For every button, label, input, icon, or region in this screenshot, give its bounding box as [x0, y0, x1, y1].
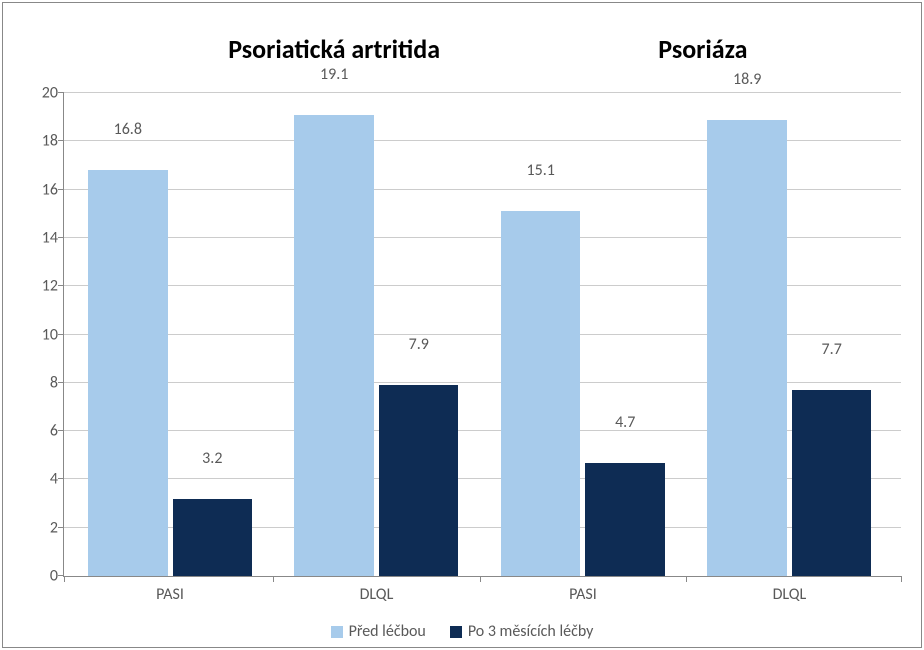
legend-swatch-before — [331, 626, 343, 638]
y-tick — [58, 237, 64, 238]
y-tick-label: 10 — [24, 325, 58, 344]
data-label: 19.1 — [320, 65, 348, 90]
y-tick-label: 4 — [24, 470, 58, 489]
data-label: 7.9 — [409, 335, 429, 360]
y-tick — [58, 527, 64, 528]
gridline — [64, 92, 901, 93]
y-tick-label: 16 — [24, 180, 58, 199]
y-tick — [58, 92, 64, 93]
y-tick-label: 0 — [24, 567, 58, 586]
x-tick — [273, 576, 274, 582]
bar — [707, 120, 787, 576]
data-label: 3.2 — [202, 449, 222, 474]
y-tick-label: 20 — [24, 84, 58, 103]
bar — [173, 499, 253, 576]
legend: Před léčbou Po 3 měsících léčby — [3, 622, 921, 641]
y-tick-label: 2 — [24, 518, 58, 537]
bar — [792, 390, 872, 576]
x-category-label: PASI — [569, 585, 597, 604]
y-tick — [58, 430, 64, 431]
x-tick — [686, 576, 687, 582]
chart-container: 0 2 4 6 8 10 12 14 16 18 20 PASI DLQL PASI DLQL 16.8 19.… — [2, 2, 922, 648]
group-title: Psoriáza — [658, 33, 747, 65]
y-tick-label: 14 — [24, 228, 58, 247]
bar — [585, 463, 665, 577]
group-title: Psoriatická artritida — [228, 33, 440, 65]
y-tick-label: 12 — [24, 277, 58, 296]
y-tick — [58, 140, 64, 141]
y-tick-label: 6 — [24, 422, 58, 441]
bar — [379, 385, 459, 576]
y-tick — [58, 285, 64, 286]
x-category-label: PASI — [156, 585, 184, 604]
y-tick-label: 18 — [24, 132, 58, 151]
x-tick — [64, 576, 65, 582]
y-tick — [58, 189, 64, 190]
legend-item-after: Po 3 měsících léčby — [450, 622, 594, 641]
data-label: 16.8 — [114, 120, 142, 145]
data-label: 4.7 — [615, 413, 635, 438]
y-tick — [58, 382, 64, 383]
bar — [88, 170, 168, 576]
legend-swatch-after — [450, 626, 462, 638]
x-category-label: DLQL — [773, 585, 807, 604]
x-tick — [901, 576, 902, 582]
legend-label-before: Před léčbou — [349, 622, 426, 641]
bar — [501, 211, 581, 576]
y-tick — [58, 478, 64, 479]
x-tick — [480, 576, 481, 582]
x-category-label: DLQL — [360, 585, 394, 604]
y-tick — [58, 334, 64, 335]
y-tick-label: 8 — [24, 373, 58, 392]
bar — [294, 115, 374, 576]
legend-item-before: Před léčbou — [331, 622, 426, 641]
data-label: 7.7 — [822, 340, 842, 365]
data-label: 18.9 — [733, 70, 761, 95]
legend-label-after: Po 3 měsících léčby — [468, 622, 594, 641]
data-label: 15.1 — [526, 161, 554, 186]
plot-area: 02468101214161820PASIDLQLPASIDLQL16.819.… — [63, 93, 901, 577]
